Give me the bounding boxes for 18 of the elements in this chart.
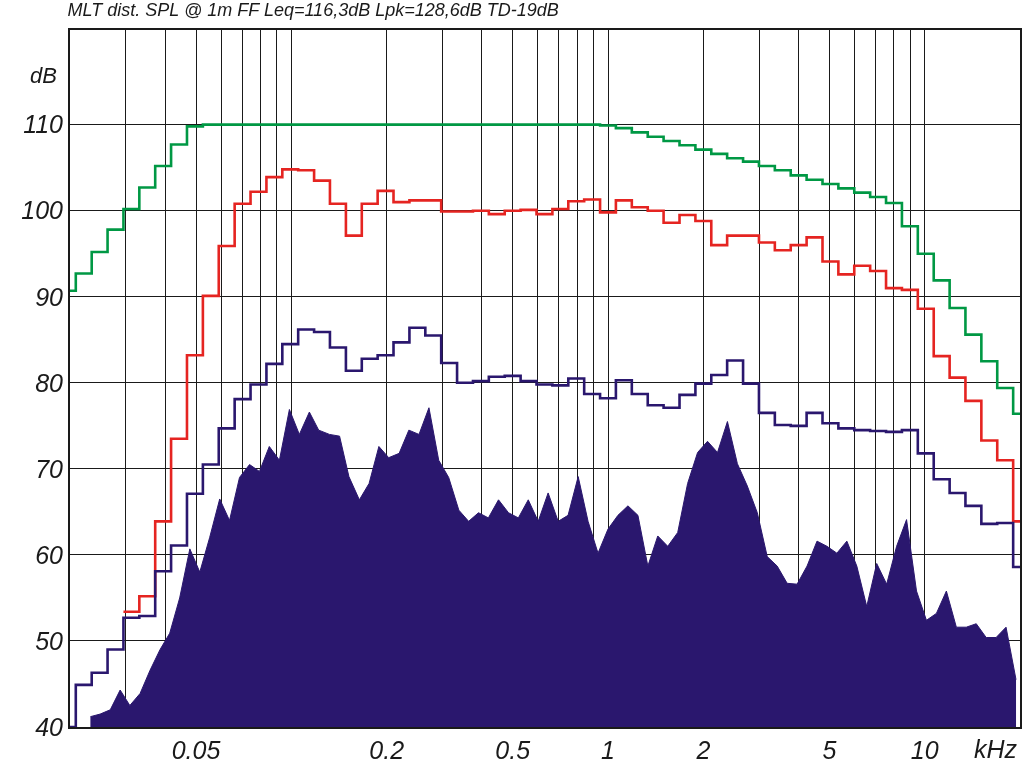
x-tick-label: 2 — [695, 736, 711, 763]
y-tick-label: 90 — [35, 282, 64, 311]
y-tick-label: 80 — [35, 368, 64, 397]
y-tick-label: 110 — [23, 110, 64, 139]
x-tick-label: 0.05 — [171, 736, 221, 763]
x-tick-label: 0.2 — [369, 736, 405, 763]
y-tick-label: 40 — [35, 712, 64, 741]
x-tick-label: 5 — [822, 736, 837, 763]
x-tick-label: 0.5 — [495, 736, 531, 763]
y-tick-label: 50 — [35, 626, 64, 655]
y-tick-label: 70 — [35, 454, 64, 483]
chart-title: MLT dist. SPL @ 1m FF Leq=116,3dB Lpk=128,6dB TD-19dB — [67, 0, 559, 21]
x-axis-title: kHz — [974, 735, 1018, 763]
y-tick-label: 100 — [21, 196, 64, 225]
x-tick-label: 1 — [601, 736, 615, 763]
y-tick-label: 60 — [35, 540, 64, 569]
x-tick-label: 10 — [910, 736, 939, 763]
y-axis-title: dB — [30, 63, 57, 88]
